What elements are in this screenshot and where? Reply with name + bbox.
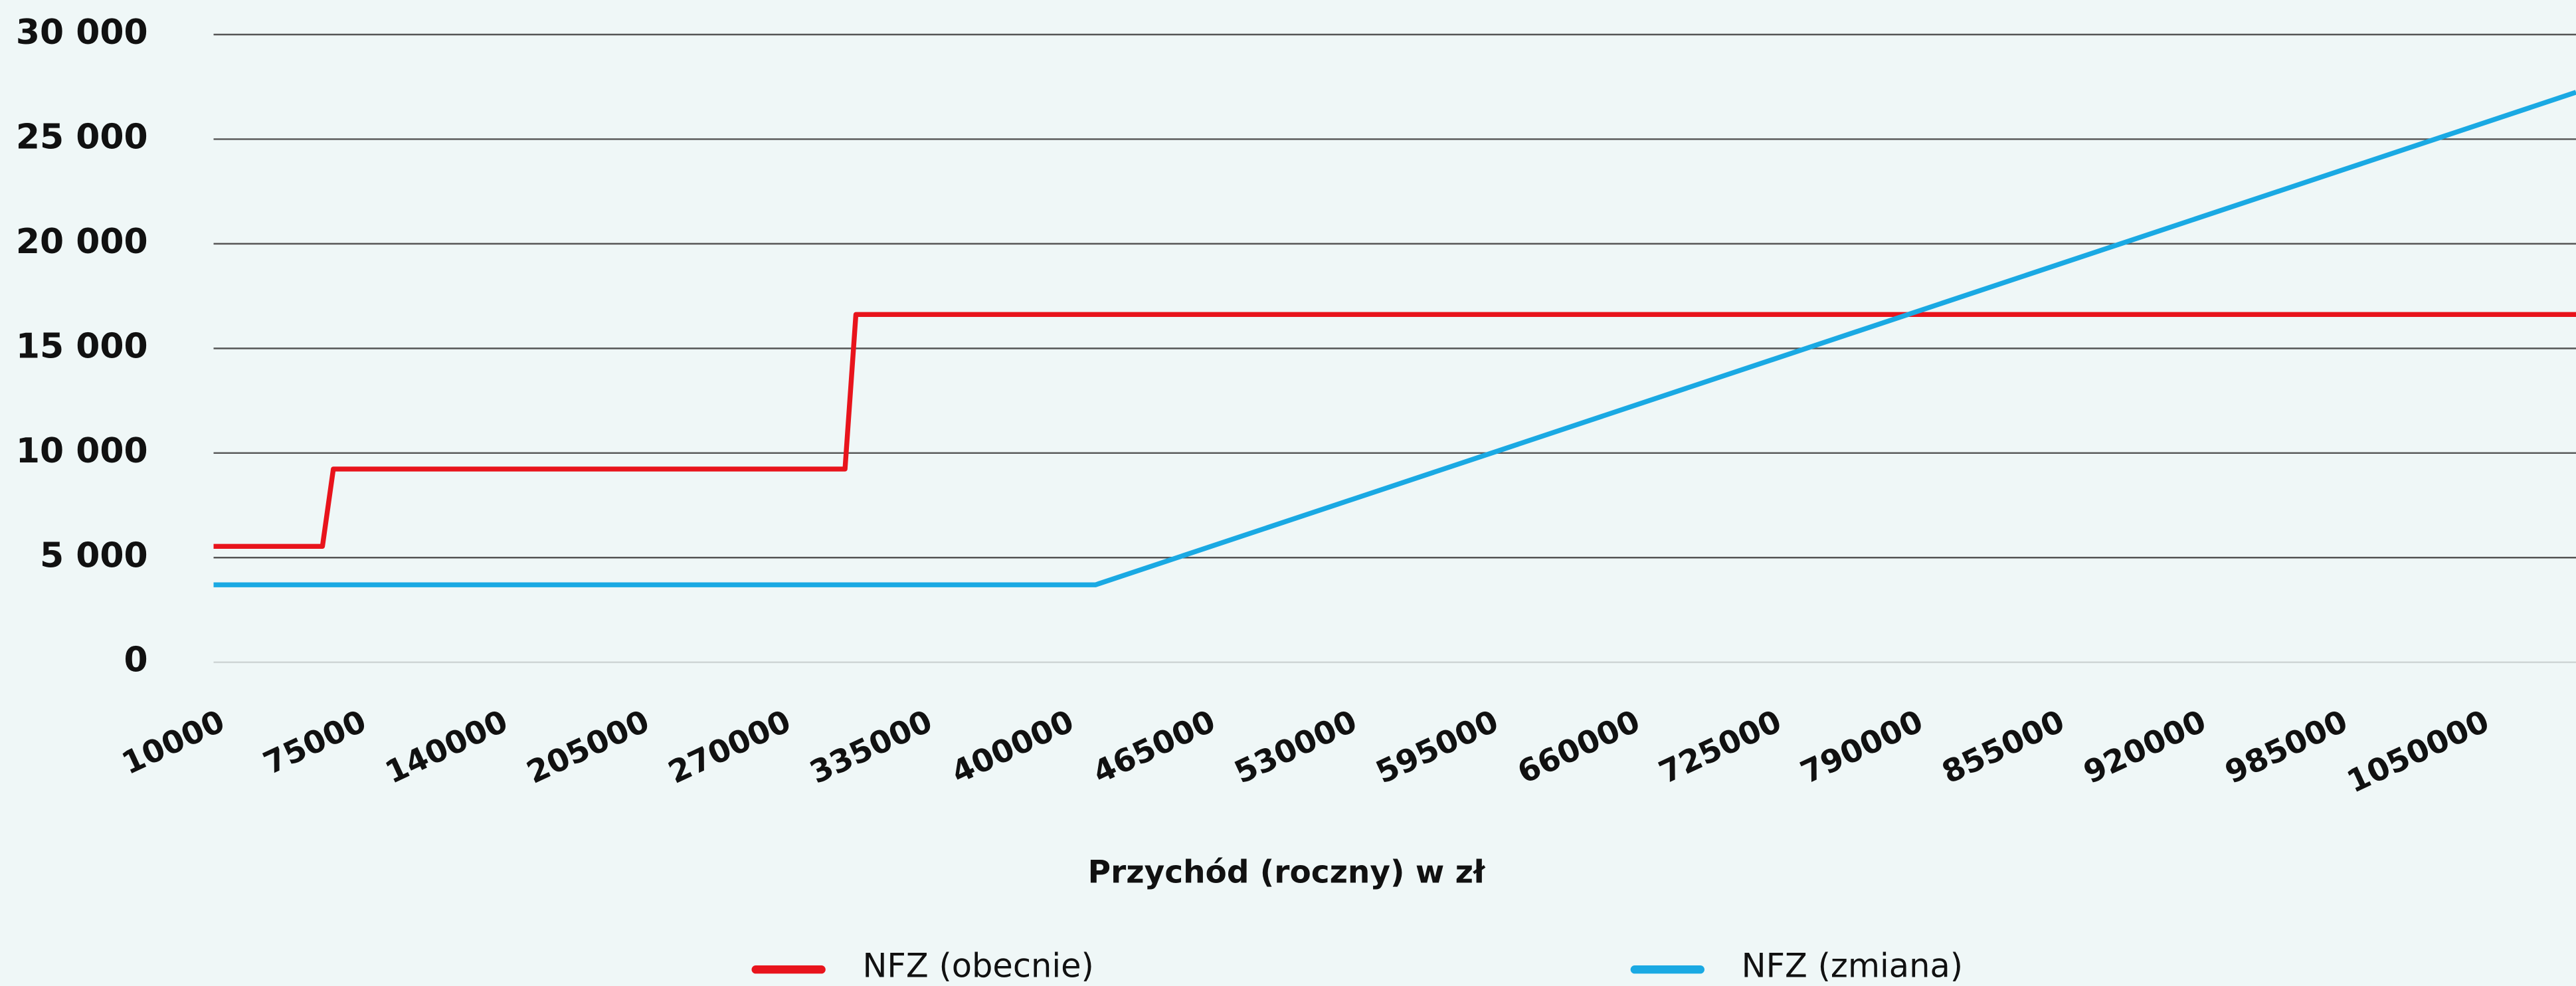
line-series [213, 90, 2576, 587]
y-tick-label: 10 000 [16, 431, 148, 471]
legend-label: NFZ (obecnie) [862, 946, 1093, 985]
y-tick-label: 30 000 [16, 13, 148, 52]
plot-area [213, 90, 2576, 587]
legend-label: NFZ (zmiana) [1742, 946, 1963, 985]
y-tick-label: 20 000 [16, 222, 148, 262]
x-axis-title: Przychód (roczny) w zł [1088, 854, 1486, 890]
y-tick-label: 25 000 [16, 117, 148, 157]
y-tick-label: 5 000 [40, 536, 148, 575]
line-series [213, 312, 2576, 549]
y-tick-label: 15 000 [16, 326, 148, 366]
y-tick-label: 0 [124, 641, 147, 680]
